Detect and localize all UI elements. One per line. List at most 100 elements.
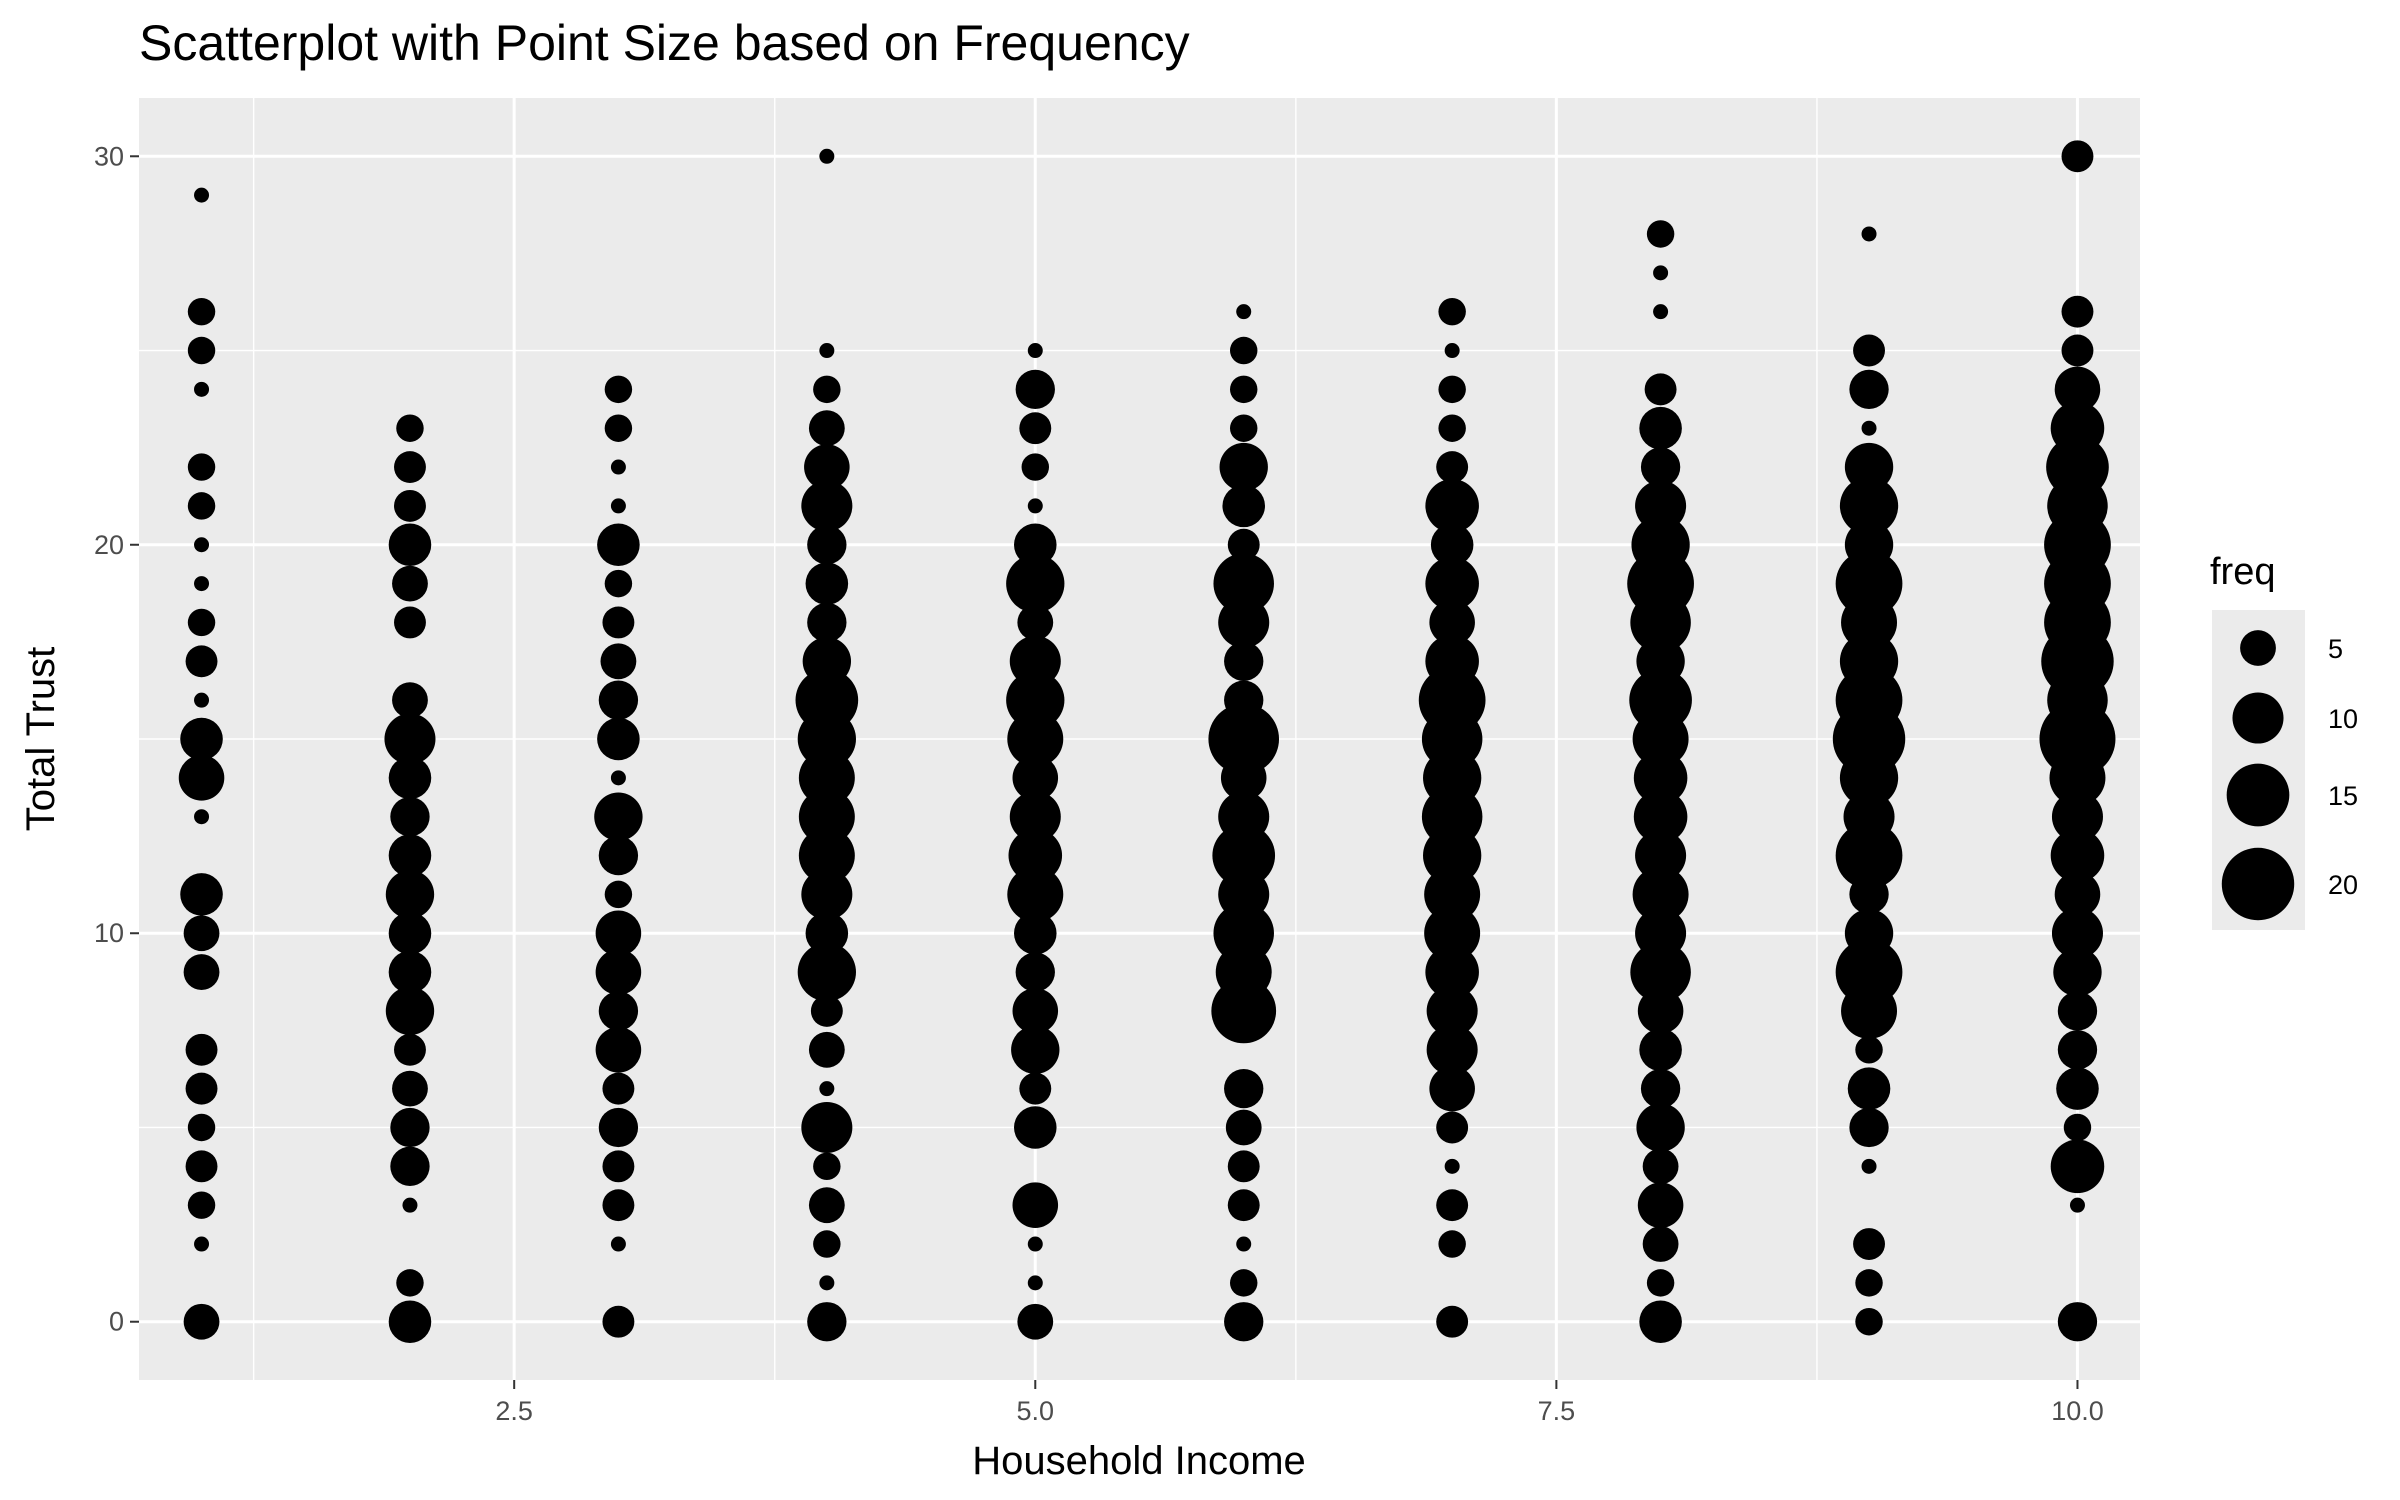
x-tick-label: 10.0 xyxy=(2051,1396,2104,1426)
x-tick-label: 2.5 xyxy=(495,1396,533,1426)
data-point xyxy=(597,717,640,761)
data-point xyxy=(1653,265,1669,281)
y-tick-label: 20 xyxy=(94,530,124,560)
data-point xyxy=(1844,909,1894,958)
data-point xyxy=(1844,520,1894,569)
data-point xyxy=(392,682,428,719)
data-point xyxy=(2056,1067,2099,1110)
data-point xyxy=(1015,952,1055,992)
data-point xyxy=(801,480,853,532)
data-point xyxy=(187,297,216,326)
data-point xyxy=(187,492,216,520)
data-point xyxy=(1015,369,1055,410)
data-point xyxy=(1636,1103,1685,1152)
data-point xyxy=(595,949,642,995)
data-point xyxy=(594,792,643,841)
data-point xyxy=(1855,1269,1883,1297)
data-point xyxy=(180,873,223,916)
data-point xyxy=(598,991,639,1031)
legend-label: 20 xyxy=(2328,870,2358,900)
data-point xyxy=(1639,1028,1682,1072)
data-point xyxy=(1653,304,1669,320)
data-point xyxy=(1635,907,1687,959)
data-point xyxy=(1426,985,1478,1037)
data-point xyxy=(392,1070,428,1107)
data-point xyxy=(194,381,210,397)
data-point xyxy=(1646,1269,1675,1297)
data-point xyxy=(805,911,849,955)
data-point xyxy=(1629,668,1692,732)
data-point xyxy=(388,756,432,800)
data-point xyxy=(1430,523,1474,567)
data-point xyxy=(390,797,430,837)
data-point xyxy=(819,343,835,359)
y-tick-label: 30 xyxy=(94,141,124,171)
data-point xyxy=(1011,1025,1060,1074)
data-point xyxy=(1631,515,1690,574)
legend-key xyxy=(2221,847,2295,921)
minor-gridlines xyxy=(139,98,2140,1380)
data-point xyxy=(802,637,852,686)
data-point xyxy=(602,1305,635,1338)
data-point xyxy=(1635,480,1687,532)
data-point xyxy=(1227,1189,1260,1222)
data-point xyxy=(185,645,218,678)
x-axis-title: Household Income xyxy=(972,1439,1306,1483)
data-point xyxy=(1644,373,1677,406)
y-axis-title: Total Trust xyxy=(19,647,63,832)
data-point xyxy=(595,1027,642,1073)
data-point xyxy=(1229,1269,1258,1297)
data-point xyxy=(1438,297,1466,326)
data-point xyxy=(1633,789,1688,844)
data-point xyxy=(1225,1109,1262,1146)
data-point xyxy=(1027,343,1043,359)
data-point xyxy=(1855,1036,1883,1064)
data-point xyxy=(798,827,855,884)
data-point xyxy=(1008,828,1063,883)
data-point xyxy=(813,1230,841,1258)
data-point xyxy=(1429,1065,1475,1112)
data-point xyxy=(1853,334,1885,367)
legend-key xyxy=(2226,763,2290,827)
data-point xyxy=(598,680,639,720)
data-point xyxy=(1019,1072,1052,1105)
legend-label: 10 xyxy=(2328,704,2358,734)
data-point xyxy=(807,525,847,565)
data-point xyxy=(1436,451,1469,484)
data-point xyxy=(180,717,223,761)
data-point xyxy=(1227,528,1260,561)
data-point xyxy=(392,565,428,602)
data-point xyxy=(813,375,841,404)
data-point xyxy=(1637,1182,1684,1228)
data-point xyxy=(1006,554,1065,613)
data-point xyxy=(1642,1226,1679,1262)
data-point xyxy=(1861,226,1877,242)
data-point xyxy=(390,1107,430,1148)
data-point xyxy=(1224,1302,1264,1342)
data-point xyxy=(1229,336,1258,365)
data-point xyxy=(602,606,635,639)
data-point xyxy=(1438,375,1466,404)
legend-key xyxy=(2240,630,2276,666)
data-point xyxy=(388,950,432,994)
data-point xyxy=(2050,1139,2105,1194)
data-point xyxy=(795,668,859,732)
data-point xyxy=(1436,1305,1469,1338)
data-point xyxy=(1436,1111,1469,1144)
data-point xyxy=(1213,553,1274,614)
legend-key xyxy=(2232,692,2284,744)
data-point xyxy=(2057,1302,2098,1342)
data-point xyxy=(801,1101,853,1153)
data-point xyxy=(1835,550,1903,617)
y-tick-label: 0 xyxy=(109,1307,124,1337)
data-point xyxy=(1630,941,1691,1003)
legend-title: freq xyxy=(2210,551,2275,593)
data-point xyxy=(390,1146,430,1186)
legend-label: 15 xyxy=(2328,781,2358,811)
data-point xyxy=(1425,634,1479,689)
data-point xyxy=(600,643,637,680)
data-point xyxy=(1014,523,1057,567)
data-point xyxy=(2057,1030,2098,1070)
data-point xyxy=(602,1189,635,1222)
data-point xyxy=(2051,907,2103,959)
